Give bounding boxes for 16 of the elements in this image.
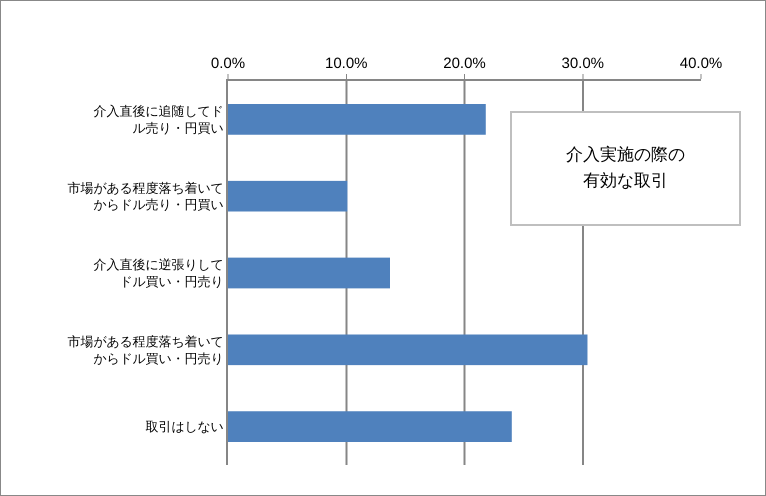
bar <box>228 258 390 288</box>
y-tick-label: 介入直後に追随してドル売り・円買い <box>93 104 224 136</box>
x-tick-label: 10.0% <box>324 55 368 72</box>
bar <box>228 180 348 212</box>
bar <box>228 104 486 135</box>
x-tick-label: 0.0% <box>210 55 246 72</box>
y-tick-label: 介入直後に逆張りしてドル買い・円売り <box>93 258 224 290</box>
text-box: 介入実施の際の有効な取引 <box>510 111 741 226</box>
bar <box>228 334 588 366</box>
x-tick-label: 20.0% <box>443 55 486 72</box>
x-tick-label: 40.0% <box>680 55 722 72</box>
x-tick-label: 30.0% <box>561 55 604 72</box>
y-tick-label: 市場がある程度落ち着いてからドル買い・円売り <box>67 334 224 367</box>
bar <box>228 411 512 442</box>
y-tick-label: 市場がある程度落ち着いてからドル売り・円買い <box>67 180 224 214</box>
y-tick-label: 取引はしない <box>145 420 224 436</box>
